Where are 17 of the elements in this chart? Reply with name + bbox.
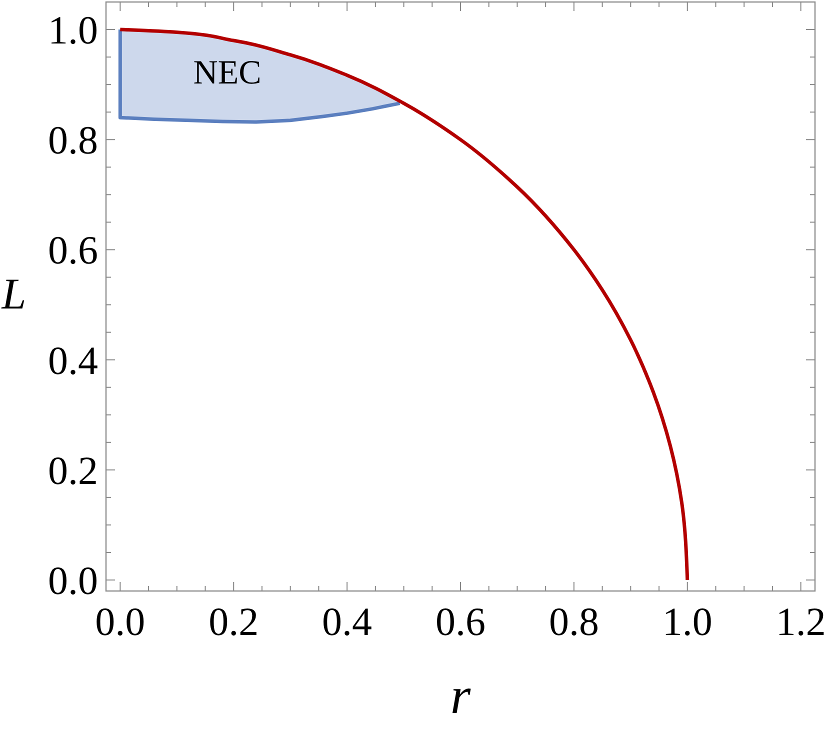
x-tick-label: 0.8 bbox=[548, 599, 599, 644]
y-tick-label: 0.4 bbox=[48, 338, 98, 383]
x-tick-label: 0.6 bbox=[436, 599, 486, 644]
y-tick-label: 0.8 bbox=[48, 118, 98, 163]
y-tick-label: 0.0 bbox=[48, 558, 98, 603]
series-label: NEC bbox=[193, 54, 262, 92]
line-series bbox=[118, 28, 690, 582]
y-axis-title: L bbox=[0, 270, 26, 318]
x-tick-label: 0.4 bbox=[322, 599, 372, 644]
x-axis-title: r bbox=[450, 668, 472, 725]
y-tick-label: 0.2 bbox=[48, 448, 98, 493]
x-tick-label: 1.2 bbox=[776, 599, 826, 644]
y-tick-label: 1.0 bbox=[48, 8, 98, 53]
x-tick-label: 1.0 bbox=[662, 599, 712, 644]
y-tick-label: 0.6 bbox=[48, 228, 98, 273]
x-tick-label: 0.0 bbox=[95, 599, 146, 644]
x-tick-label: 0.2 bbox=[208, 599, 259, 644]
